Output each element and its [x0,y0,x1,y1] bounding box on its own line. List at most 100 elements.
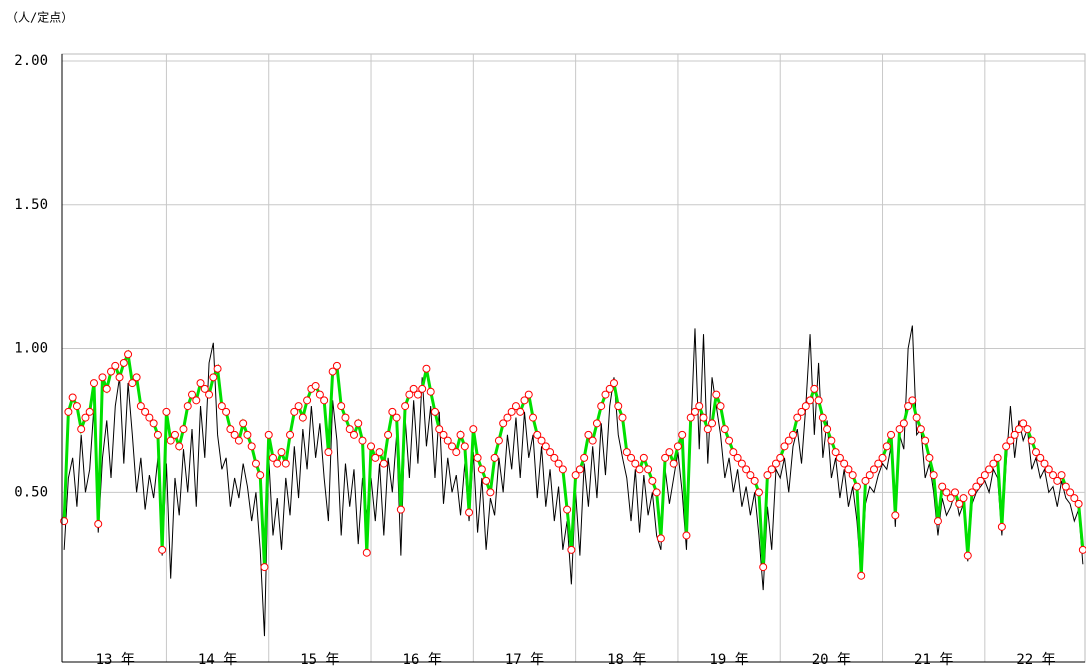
marker [303,396,312,405]
marker [345,425,354,434]
marker [486,488,495,497]
marker [77,425,86,434]
marker [899,419,908,428]
marker [912,413,921,422]
marker [989,459,998,468]
marker [460,442,469,451]
marker [554,459,563,468]
marker [887,430,896,439]
marker [1049,471,1058,480]
marker [558,465,567,474]
x-tick-label: 20 年 [812,652,851,668]
marker [115,373,124,382]
marker [230,430,239,439]
marker [124,350,133,359]
marker [878,453,887,462]
marker [341,413,350,422]
marker [750,476,759,485]
marker [776,453,785,462]
marker [490,453,499,462]
marker [716,402,725,411]
marker [1002,442,1011,451]
marker [507,407,516,416]
marker [703,425,712,434]
marker [217,402,226,411]
marker [972,482,981,491]
marker [780,442,789,451]
marker [196,379,205,388]
marker [286,430,295,439]
marker [946,494,955,503]
marker [686,413,695,422]
marker [605,384,614,393]
marker [251,459,260,468]
marker [639,453,648,462]
marker [806,396,815,405]
marker [405,390,414,399]
marker [580,453,589,462]
marker [980,471,989,480]
marker [840,459,849,468]
marker [609,379,618,388]
marker [94,519,103,528]
marker [349,430,358,439]
y-unit-label: （人/定点） [6,10,73,25]
marker [332,361,341,370]
marker [482,476,491,485]
marker [652,488,661,497]
marker [192,396,201,405]
marker [226,425,235,434]
marker [789,430,798,439]
marker [337,402,346,411]
marker [592,419,601,428]
marker [784,436,793,445]
marker [1070,494,1079,503]
marker [921,436,930,445]
marker [119,358,128,367]
marker [375,448,384,457]
marker [1061,482,1070,491]
marker [64,407,73,416]
marker [835,453,844,462]
marker [413,390,422,399]
y-tick-label: 1.50 [14,197,48,213]
marker [874,459,883,468]
marker [298,413,307,422]
marker [575,465,584,474]
marker [763,471,772,480]
marker [260,563,269,572]
marker [1023,425,1032,434]
marker [388,407,397,416]
marker [358,436,367,445]
marker [1014,425,1023,434]
marker [222,407,231,416]
marker [916,425,925,434]
marker [1078,545,1086,554]
marker [865,471,874,480]
marker [925,453,934,462]
marker [814,396,823,405]
marker [158,545,167,554]
marker [430,407,439,416]
marker [247,442,256,451]
marker [153,430,162,439]
marker [720,425,729,434]
marker [170,430,179,439]
marker [256,471,265,480]
marker [426,387,435,396]
marker [418,384,427,393]
marker [985,465,994,474]
marker [959,494,968,503]
marker [465,508,474,517]
marker [107,367,116,376]
x-tick-label: 19 年 [709,652,748,668]
marker [665,448,674,457]
marker [162,407,171,416]
marker [379,459,388,468]
x-tick-label: 13 年 [96,652,135,668]
marker [166,436,175,445]
marker [68,393,77,402]
marker [396,505,405,514]
marker [708,419,717,428]
marker [311,381,320,390]
